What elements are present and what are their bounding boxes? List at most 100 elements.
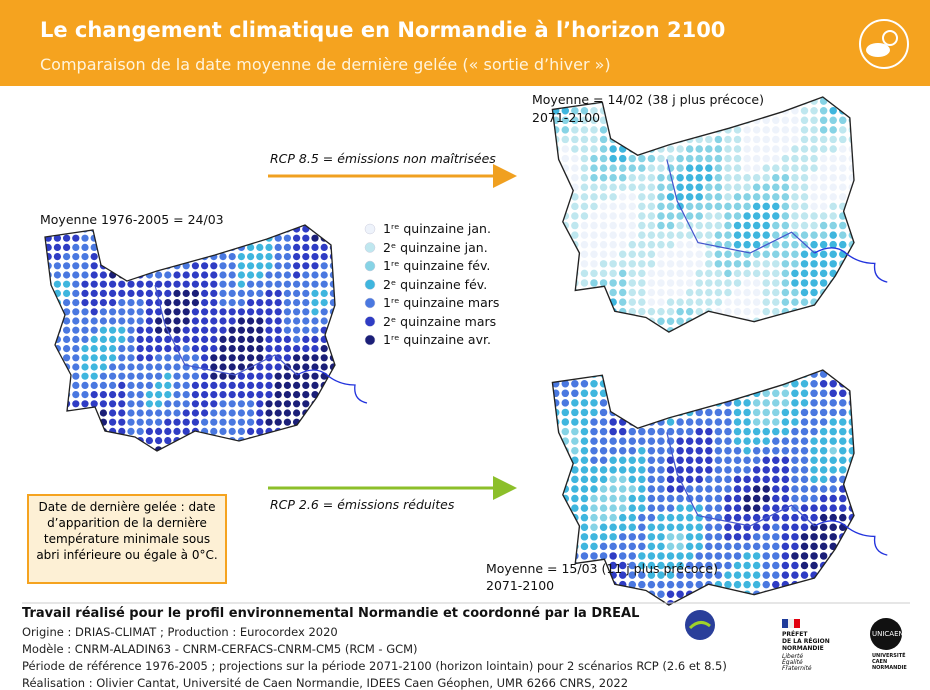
dot [800,561,809,570]
dot [109,289,117,297]
dot [173,280,181,288]
footer-title: Travail réalisé pour le profil environne… [22,606,640,621]
dot [781,466,790,474]
legend-swatch [364,334,376,346]
dot [580,269,589,278]
dot [53,262,61,270]
dot [695,580,703,589]
dot [302,280,310,288]
dot [155,253,163,261]
dot [819,221,828,230]
dot [810,494,818,503]
dot [848,269,854,278]
dot [599,298,608,306]
header-icon [859,19,909,69]
dot [136,427,144,435]
dot [590,298,598,306]
dot [791,221,799,230]
dot [118,335,126,343]
dot [609,590,617,598]
dot [647,408,656,417]
dot [609,269,617,278]
dot [145,253,153,261]
dot [542,308,549,315]
dot [628,427,637,436]
dot [72,372,80,380]
dot [561,408,570,417]
dot [685,466,694,474]
dot [609,379,617,388]
dot [657,561,665,570]
dot [590,504,598,512]
dot [552,221,560,230]
dot [638,279,646,287]
dot [791,164,799,172]
dot [580,504,589,512]
dot [311,409,319,417]
dot [676,116,684,125]
dot [561,106,570,115]
dot [35,299,42,306]
dot [647,504,656,512]
dot [705,164,713,172]
dot [580,240,589,249]
dot [685,399,694,407]
dot [155,345,163,353]
dot [772,408,780,417]
dot [191,400,199,408]
dot [829,399,837,407]
dot [45,372,52,380]
dot [628,307,637,316]
dot [542,193,549,200]
dot [63,317,71,325]
dot [695,600,703,606]
dot [762,106,770,115]
dot [791,298,799,306]
dot [618,250,627,258]
dot [109,243,117,251]
dot [762,580,770,589]
dot [201,289,209,297]
dot [136,289,144,297]
dot [609,446,617,455]
logo-text: UNICAEN [872,630,904,638]
dot [647,126,656,134]
dot [571,135,579,144]
dot [164,345,172,353]
dot [274,317,282,325]
dot [580,475,589,484]
dot [182,234,190,242]
dot [762,202,770,211]
dot [638,523,646,531]
dot [552,279,560,287]
dot [561,523,570,531]
river [296,369,368,404]
dot [320,391,328,399]
dot [542,504,549,511]
dot [109,437,117,445]
dot [628,221,637,230]
dot [219,335,227,343]
dot [219,243,227,251]
dot [542,514,549,521]
dot [800,250,809,258]
dot [810,475,818,484]
dot [247,299,255,307]
dot [829,571,837,579]
dot [210,280,218,288]
dot [829,145,837,153]
dot [839,561,847,570]
dot [274,418,282,426]
dot [676,590,684,598]
dot [685,485,694,493]
dot [118,253,126,261]
dot [762,456,770,465]
dot [618,523,627,531]
dot [580,485,589,493]
dot [762,379,770,388]
dot [638,552,646,560]
dot [265,299,273,307]
dot [99,335,107,343]
dot [99,253,107,261]
dot [542,485,549,492]
